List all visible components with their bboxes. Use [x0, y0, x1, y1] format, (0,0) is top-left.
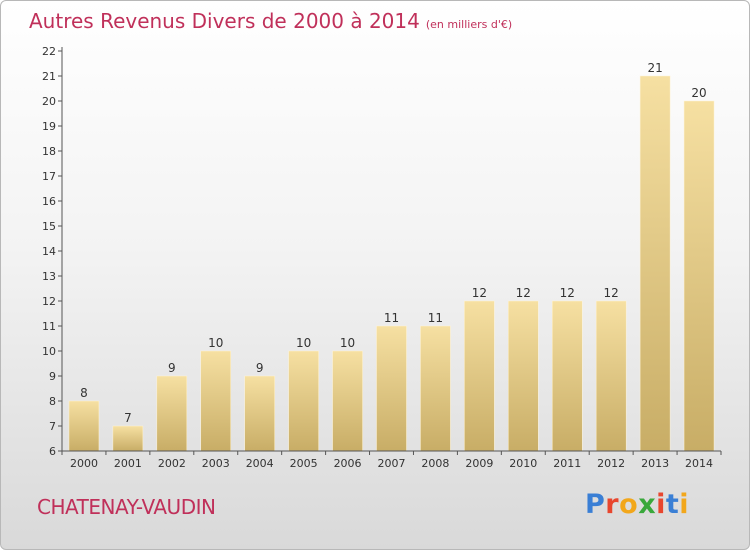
y-tick-label: 10 — [42, 345, 56, 358]
y-tick-label: 21 — [42, 70, 56, 83]
data-label-2012: 12 — [604, 286, 619, 300]
y-tick-label: 13 — [42, 270, 56, 283]
data-label-2000: 8 — [80, 386, 88, 400]
x-tick-label-2003: 2003 — [202, 457, 230, 470]
y-tick-label: 18 — [42, 145, 56, 158]
y-tick-label: 16 — [42, 195, 56, 208]
logo-letter: r — [605, 489, 620, 520]
data-label-2014: 20 — [691, 86, 706, 100]
x-axis: 2000 2001 2002 2003 2004 2005 2006 2007 2008 2009… — [61, 450, 722, 470]
y-tick-label: 14 — [42, 245, 56, 258]
x-tick-label-2005: 2005 — [290, 457, 318, 470]
x-tick-label-2007: 2007 — [378, 457, 406, 470]
y-tick-label: 22 — [42, 45, 56, 58]
y-tick-label: 6 — [49, 445, 56, 458]
x-tick-label-2012: 2012 — [597, 457, 625, 470]
bar-2008 — [420, 325, 451, 452]
y-axis: 6 7 8 9 10 11 12 13 14 15 16 17 18 19 20 21 22 — [42, 45, 63, 458]
bar-2013 — [639, 75, 671, 452]
y-tick-label: 9 — [49, 370, 56, 383]
data-label-2006: 10 — [340, 336, 355, 350]
y-tick-label: 11 — [42, 320, 56, 333]
x-tick-label-2014: 2014 — [685, 457, 713, 470]
data-label-2002: 9 — [168, 361, 176, 375]
data-label-2009: 12 — [472, 286, 487, 300]
bar-2000 — [68, 400, 100, 452]
y-tick-label: 12 — [42, 295, 56, 308]
logo-letter: x — [638, 489, 657, 520]
bar-2001 — [112, 425, 144, 452]
bar-2007 — [376, 325, 407, 452]
chart-unit: (en milliers d'€) — [425, 18, 513, 31]
data-label-2010: 12 — [516, 286, 531, 300]
data-label-2005: 10 — [296, 336, 311, 350]
bars — [68, 75, 715, 452]
bar-2003 — [200, 350, 232, 452]
x-tick-label-2008: 2008 — [421, 457, 449, 470]
y-tick-label: 8 — [49, 395, 56, 408]
data-labels: 8 7 9 10 9 10 10 11 11 12 12 12 12 21 20 — [80, 61, 707, 425]
logo-letter: P — [585, 489, 606, 520]
chart-title-text: Autres Revenus Divers de 2000 à 2014 — [29, 9, 420, 33]
data-label-2013: 21 — [647, 61, 662, 75]
bar-2004 — [244, 375, 275, 452]
data-label-2007: 11 — [384, 311, 399, 325]
bar-2011 — [551, 300, 583, 452]
data-label-2011: 12 — [560, 286, 575, 300]
data-label-2008: 11 — [428, 311, 443, 325]
logo-letter: t — [665, 489, 680, 520]
bar-2002 — [156, 375, 188, 452]
logo-letter: o — [619, 489, 639, 520]
logo-letter: i — [679, 489, 690, 520]
town-name: CHATENAY-VAUDIN — [37, 495, 216, 519]
y-tick-label: 19 — [42, 120, 56, 133]
bar-2012 — [595, 300, 627, 452]
x-tick-label-2004: 2004 — [246, 457, 274, 470]
x-tick-label-2009: 2009 — [465, 457, 493, 470]
data-label-2003: 10 — [208, 336, 223, 350]
x-tick-label-2000: 2000 — [70, 457, 98, 470]
x-tick-label-2010: 2010 — [509, 457, 537, 470]
chart-title: Autres Revenus Divers de 2000 à 2014 (en … — [29, 9, 512, 33]
y-tick-label: 20 — [42, 95, 56, 108]
x-tick-label-2011: 2011 — [553, 457, 581, 470]
logo-letter: i — [656, 489, 666, 520]
bar-2005 — [288, 350, 319, 452]
y-tick-label: 17 — [42, 170, 56, 183]
y-tick-label: 15 — [42, 220, 56, 233]
x-tick-label-2006: 2006 — [334, 457, 362, 470]
x-tick-label-2001: 2001 — [114, 457, 142, 470]
bar-2014 — [683, 100, 715, 452]
x-tick-label-2002: 2002 — [158, 457, 186, 470]
y-tick-label: 7 — [49, 420, 56, 433]
data-label-2004: 9 — [256, 361, 264, 375]
bar-2009 — [464, 300, 495, 452]
proxiti-logo[interactable]: Proxiti — [585, 489, 689, 520]
bar-2010 — [508, 300, 539, 452]
bar-2006 — [332, 350, 363, 452]
data-label-2001: 7 — [124, 411, 132, 425]
x-tick-label-2013: 2013 — [641, 457, 669, 470]
